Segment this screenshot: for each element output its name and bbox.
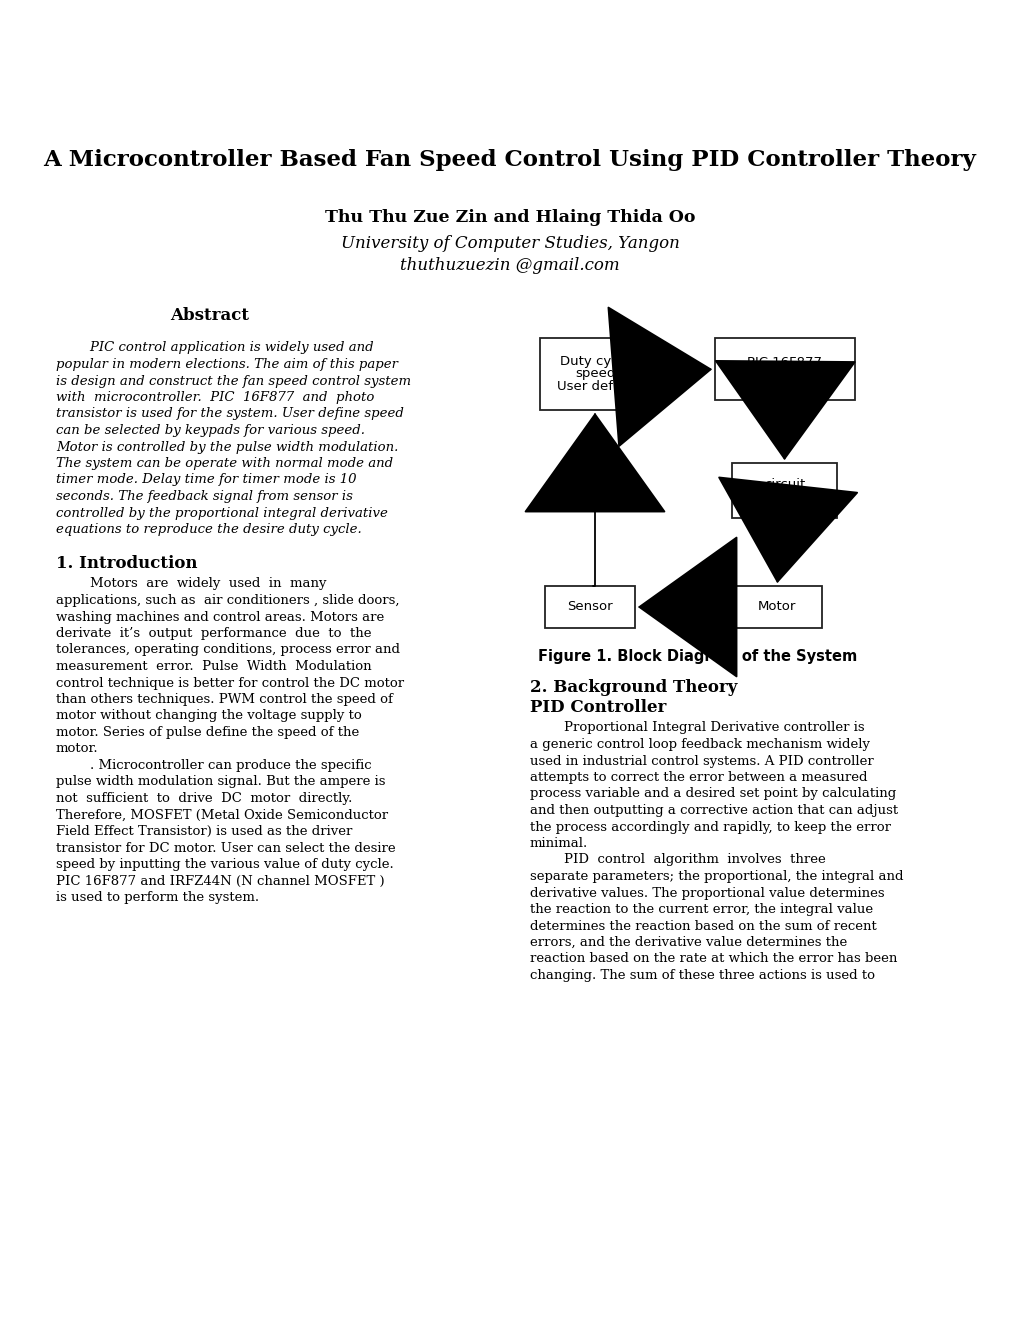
Text: PIC control application is widely used and: PIC control application is widely used a…: [56, 342, 373, 355]
Text: changing. The sum of these three actions is used to: changing. The sum of these three actions…: [530, 969, 874, 982]
Text: Figure 1. Block Diagram of the System: Figure 1. Block Diagram of the System: [537, 648, 856, 664]
Text: than others techniques. PWM control the speed of: than others techniques. PWM control the …: [56, 693, 392, 706]
Text: motor. Series of pulse define the speed of the: motor. Series of pulse define the speed …: [56, 726, 359, 739]
Text: minimal.: minimal.: [530, 837, 588, 850]
FancyBboxPatch shape: [539, 338, 649, 411]
Text: Driver: Driver: [763, 490, 804, 503]
Text: PIC 16F877 and IRFZ44N (N channel MOSFET ): PIC 16F877 and IRFZ44N (N channel MOSFET…: [56, 874, 384, 887]
Text: speed: speed: [575, 367, 614, 380]
Text: User define: User define: [556, 380, 633, 393]
Text: transistor is used for the system. User define speed: transistor is used for the system. User …: [56, 408, 404, 421]
Text: speed by inputting the various value of duty cycle.: speed by inputting the various value of …: [56, 858, 393, 871]
FancyBboxPatch shape: [544, 586, 635, 628]
Text: The system can be operate with normal mode and: The system can be operate with normal mo…: [56, 457, 392, 470]
Text: Abstract: Abstract: [170, 308, 250, 325]
Text: Motor: Motor: [757, 601, 796, 614]
Text: circuit: circuit: [763, 478, 804, 491]
Text: PIC 16F877: PIC 16F877: [747, 356, 821, 370]
Text: can be selected by keypads for various speed.: can be selected by keypads for various s…: [56, 424, 365, 437]
Text: . Microcontroller can produce the specific: . Microcontroller can produce the specif…: [56, 759, 371, 772]
Text: errors, and the derivative value determines the: errors, and the derivative value determi…: [530, 936, 847, 949]
Text: pulse width modulation signal. But the ampere is: pulse width modulation signal. But the a…: [56, 776, 385, 788]
Text: Proportional Integral Derivative controller is: Proportional Integral Derivative control…: [530, 722, 864, 734]
Text: measurement  error.  Pulse  Width  Modulation: measurement error. Pulse Width Modulatio…: [56, 660, 371, 673]
Text: Sensor: Sensor: [567, 601, 612, 614]
Text: motor.: motor.: [56, 742, 99, 755]
Text: control technique is better for control the DC motor: control technique is better for control …: [56, 676, 404, 689]
Text: derivative values. The proportional value determines: derivative values. The proportional valu…: [530, 887, 883, 899]
Text: the reaction to the current error, the integral value: the reaction to the current error, the i…: [530, 903, 872, 916]
FancyBboxPatch shape: [732, 586, 821, 628]
Text: derivate  it’s  output  performance  due  to  the: derivate it’s output performance due to …: [56, 627, 371, 640]
Text: with  microcontroller.  PIC  16F877  and  photo: with microcontroller. PIC 16F877 and pho…: [56, 391, 374, 404]
Text: A Microcontroller Based Fan Speed Control Using PID Controller Theory: A Microcontroller Based Fan Speed Contro…: [44, 149, 975, 172]
Text: Microcontroller: Microcontroller: [735, 368, 835, 381]
Text: transistor for DC motor. User can select the desire: transistor for DC motor. User can select…: [56, 842, 395, 854]
Text: attempts to correct the error between a measured: attempts to correct the error between a …: [530, 771, 866, 784]
Text: controlled by the proportional integral derivative: controlled by the proportional integral …: [56, 507, 387, 520]
Text: used in industrial control systems. A PID controller: used in industrial control systems. A PI…: [530, 755, 873, 767]
Text: Therefore, MOSFET (Metal Oxide Semiconductor: Therefore, MOSFET (Metal Oxide Semicondu…: [56, 808, 388, 821]
Text: not  sufficient  to  drive  DC  motor  directly.: not sufficient to drive DC motor directl…: [56, 792, 352, 805]
Text: is used to perform the system.: is used to perform the system.: [56, 891, 259, 904]
Text: Motor is controlled by the pulse width modulation.: Motor is controlled by the pulse width m…: [56, 441, 398, 454]
Text: the process accordingly and rapidly, to keep the error: the process accordingly and rapidly, to …: [530, 821, 891, 833]
Text: thuthuzuezin @gmail.com: thuthuzuezin @gmail.com: [399, 257, 620, 275]
Text: washing machines and control areas. Motors are: washing machines and control areas. Moto…: [56, 610, 384, 623]
Text: PID  control  algorithm  involves  three: PID control algorithm involves three: [530, 854, 825, 866]
Text: University of Computer Studies, Yangon: University of Computer Studies, Yangon: [340, 235, 679, 252]
Text: reaction based on the rate at which the error has been: reaction based on the rate at which the …: [530, 953, 897, 965]
Text: process variable and a desired set point by calculating: process variable and a desired set point…: [530, 788, 896, 800]
Text: applications, such as  air conditioners , slide doors,: applications, such as air conditioners ,…: [56, 594, 399, 607]
Text: 2. Background Theory: 2. Background Theory: [530, 680, 737, 697]
Text: a generic control loop feedback mechanism widely: a generic control loop feedback mechanis…: [530, 738, 869, 751]
Text: is design and construct the fan speed control system: is design and construct the fan speed co…: [56, 375, 411, 388]
FancyBboxPatch shape: [714, 338, 854, 400]
Text: tolerances, operating conditions, process error and: tolerances, operating conditions, proces…: [56, 644, 399, 656]
Text: separate parameters; the proportional, the integral and: separate parameters; the proportional, t…: [530, 870, 903, 883]
Text: PID Controller: PID Controller: [530, 700, 665, 717]
FancyBboxPatch shape: [732, 463, 837, 517]
Text: Thu Thu Zue Zin and Hlaing Thida Oo: Thu Thu Zue Zin and Hlaing Thida Oo: [324, 210, 695, 227]
Text: Field Effect Transistor) is used as the driver: Field Effect Transistor) is used as the …: [56, 825, 352, 838]
Text: and then outputting a corrective action that can adjust: and then outputting a corrective action …: [530, 804, 898, 817]
Text: equations to reproduce the desire duty cycle.: equations to reproduce the desire duty c…: [56, 523, 362, 536]
Text: timer mode. Delay time for timer mode is 10: timer mode. Delay time for timer mode is…: [56, 474, 357, 487]
Text: Motors  are  widely  used  in  many: Motors are widely used in many: [56, 578, 326, 590]
Text: 1. Introduction: 1. Introduction: [56, 556, 198, 573]
Text: determines the reaction based on the sum of recent: determines the reaction based on the sum…: [530, 920, 876, 932]
Text: seconds. The feedback signal from sensor is: seconds. The feedback signal from sensor…: [56, 490, 353, 503]
Text: popular in modern elections. The aim of this paper: popular in modern elections. The aim of …: [56, 358, 397, 371]
Text: motor without changing the voltage supply to: motor without changing the voltage suppl…: [56, 710, 362, 722]
Text: Duty cycle: Duty cycle: [559, 355, 630, 368]
